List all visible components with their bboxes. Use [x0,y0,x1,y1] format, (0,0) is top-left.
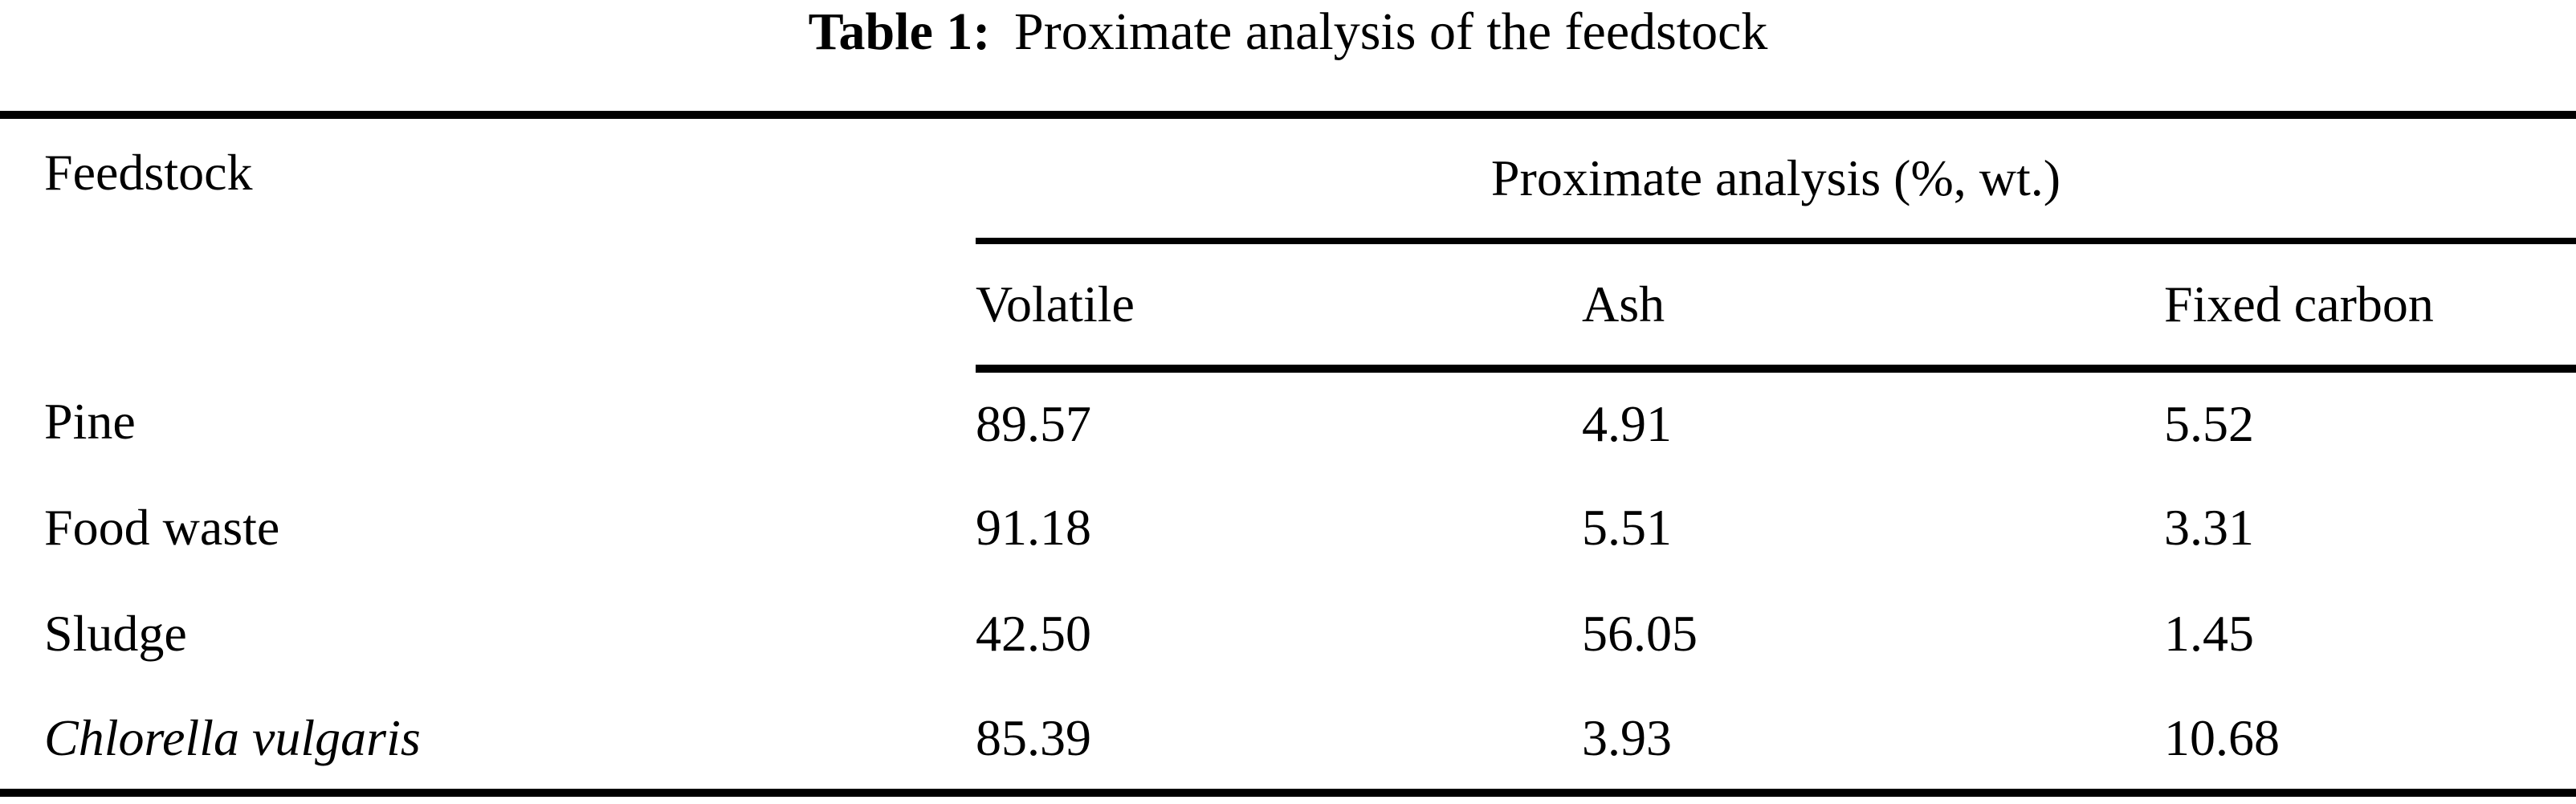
group-header-proximate-analysis: Proximate analysis (%, wt.) [976,115,2576,244]
table-caption: Table 1: Proximate analysis of the feedst… [0,0,2576,63]
table-caption-label: Table 1: [808,2,991,61]
table-caption-text: Proximate analysis of the feedstock [1014,2,1768,61]
feedstock-name-cell: Pine [44,393,136,450]
column-header-ash: Ash [1582,241,2164,373]
volatile-value-cell: 42.50 [976,605,1091,662]
feedstock-name-cell: Chlorella vulgaris [44,708,421,766]
proximate-analysis-table: Feedstock Proximate analysis (%, wt.) Vo… [0,111,2576,797]
volatile-value-cell: 89.57 [976,394,1091,452]
ash-value-cell: 56.05 [1582,605,1698,662]
table-row: Pine 89.57 4.91 5.52 [0,369,2576,475]
column-header-feedstock: Feedstock [44,144,253,201]
group-header-row: Feedstock Proximate analysis (%, wt.) [0,115,2576,244]
fixed-carbon-value-cell: 5.52 [2164,394,2254,452]
volatile-value-cell: 85.39 [976,708,1091,766]
table-row: Chlorella vulgaris 85.39 3.93 10.68 [0,687,2576,793]
table-row: Food waste 91.18 5.51 3.31 [0,475,2576,581]
column-header-volatile: Volatile [976,241,1582,373]
fixed-carbon-value-cell: 10.68 [2164,708,2280,766]
feedstock-name-cell: Food waste [44,499,280,556]
ash-value-cell: 3.93 [1582,708,1672,766]
ash-value-cell: 5.51 [1582,499,1672,556]
feedstock-name-cell: Sludge [44,605,187,662]
fixed-carbon-value-cell: 3.31 [2164,499,2254,556]
volatile-value-cell: 91.18 [976,499,1091,556]
table-row: Sludge 42.50 56.05 1.45 [0,581,2576,687]
ash-value-cell: 4.91 [1582,394,1672,452]
column-header-fixed-carbon: Fixed carbon [2164,241,2576,373]
sub-header-row: Volatile Ash Fixed carbon [0,241,2576,373]
fixed-carbon-value-cell: 1.45 [2164,605,2254,662]
